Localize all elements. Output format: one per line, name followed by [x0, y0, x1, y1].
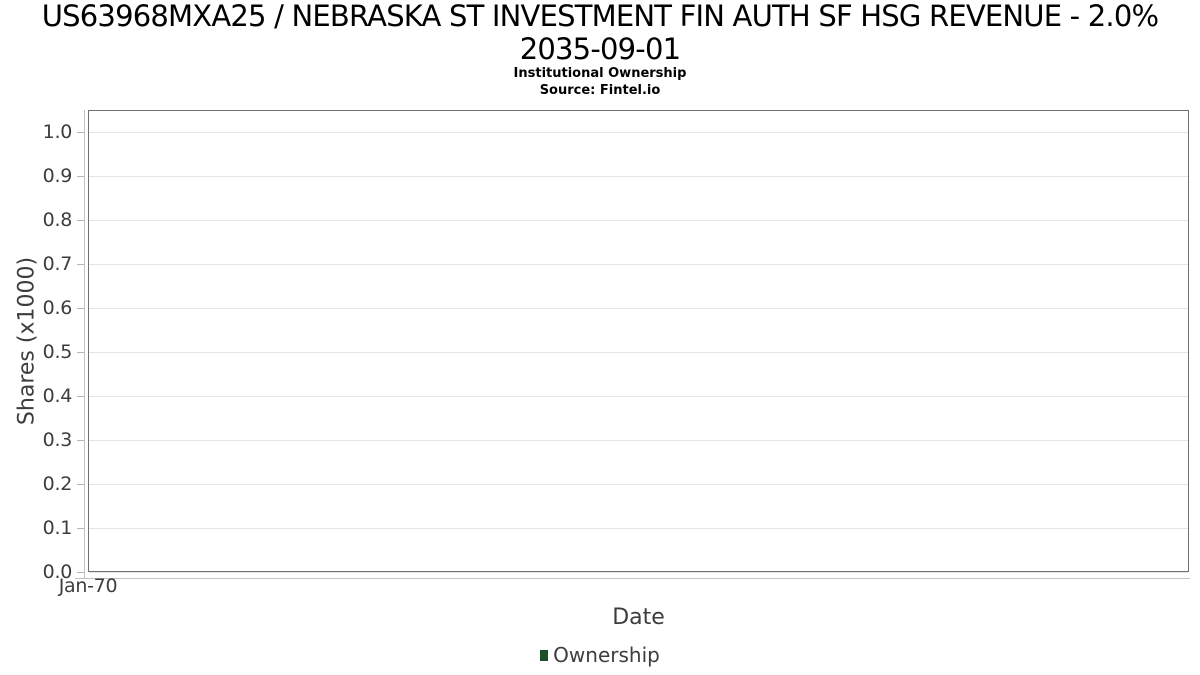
legend-item: Ownership — [540, 644, 660, 666]
y-tick-mark — [77, 572, 84, 573]
legend: Ownership — [0, 644, 1200, 666]
y-tick-label: 0.9 — [42, 165, 73, 187]
y-tick-label: 0.7 — [42, 253, 73, 275]
gridline — [89, 572, 1188, 573]
plot-area — [88, 110, 1189, 572]
chart-title-line2: 2035-09-01 — [519, 32, 681, 66]
y-tick-label: 0.6 — [42, 297, 73, 319]
y-tick-mark — [77, 176, 84, 177]
chart-subtitle: Institutional Ownership — [513, 66, 687, 81]
x-tick-label: Jan-70 — [58, 575, 118, 597]
y-tick-mark — [77, 308, 84, 309]
y-tick-label: 0.2 — [42, 473, 73, 495]
y-tick-mark — [77, 528, 84, 529]
y-tick-mark — [77, 440, 84, 441]
y-tick-mark — [77, 264, 84, 265]
gridline — [89, 440, 1188, 441]
y-tick-mark — [77, 484, 84, 485]
gridline — [89, 484, 1188, 485]
y-tick-label: 0.4 — [42, 385, 73, 407]
gridline — [89, 220, 1188, 221]
y-axis-line — [84, 110, 85, 578]
x-axis-title: Date — [612, 605, 665, 630]
y-tick-mark — [77, 396, 84, 397]
chart-source-credit: Source: Fintel.io — [539, 83, 661, 98]
gridline — [89, 352, 1188, 353]
gridline — [89, 132, 1188, 133]
x-axis-line — [75, 578, 1190, 579]
y-tick-mark — [77, 352, 84, 353]
y-tick-label: 0.1 — [42, 517, 73, 539]
y-axis-title: Shares (x1000) — [14, 256, 40, 426]
legend-label: Ownership — [553, 643, 660, 667]
legend-marker-icon — [540, 649, 549, 661]
gridline — [89, 528, 1188, 529]
y-tick-label: 1.0 — [42, 121, 73, 143]
chart-title-line1: US63968MXA25 / NEBRASKA ST INVESTMENT FI… — [41, 0, 1159, 33]
gridline — [89, 264, 1188, 265]
y-tick-label: 0.3 — [42, 429, 73, 451]
gridline — [89, 308, 1188, 309]
y-tick-label: 0.0 — [42, 561, 73, 583]
y-tick-mark — [77, 220, 84, 221]
y-tick-label: 0.8 — [42, 209, 73, 231]
y-tick-mark — [77, 132, 84, 133]
y-tick-label: 0.5 — [42, 341, 73, 363]
gridline — [89, 396, 1188, 397]
gridline — [89, 176, 1188, 177]
